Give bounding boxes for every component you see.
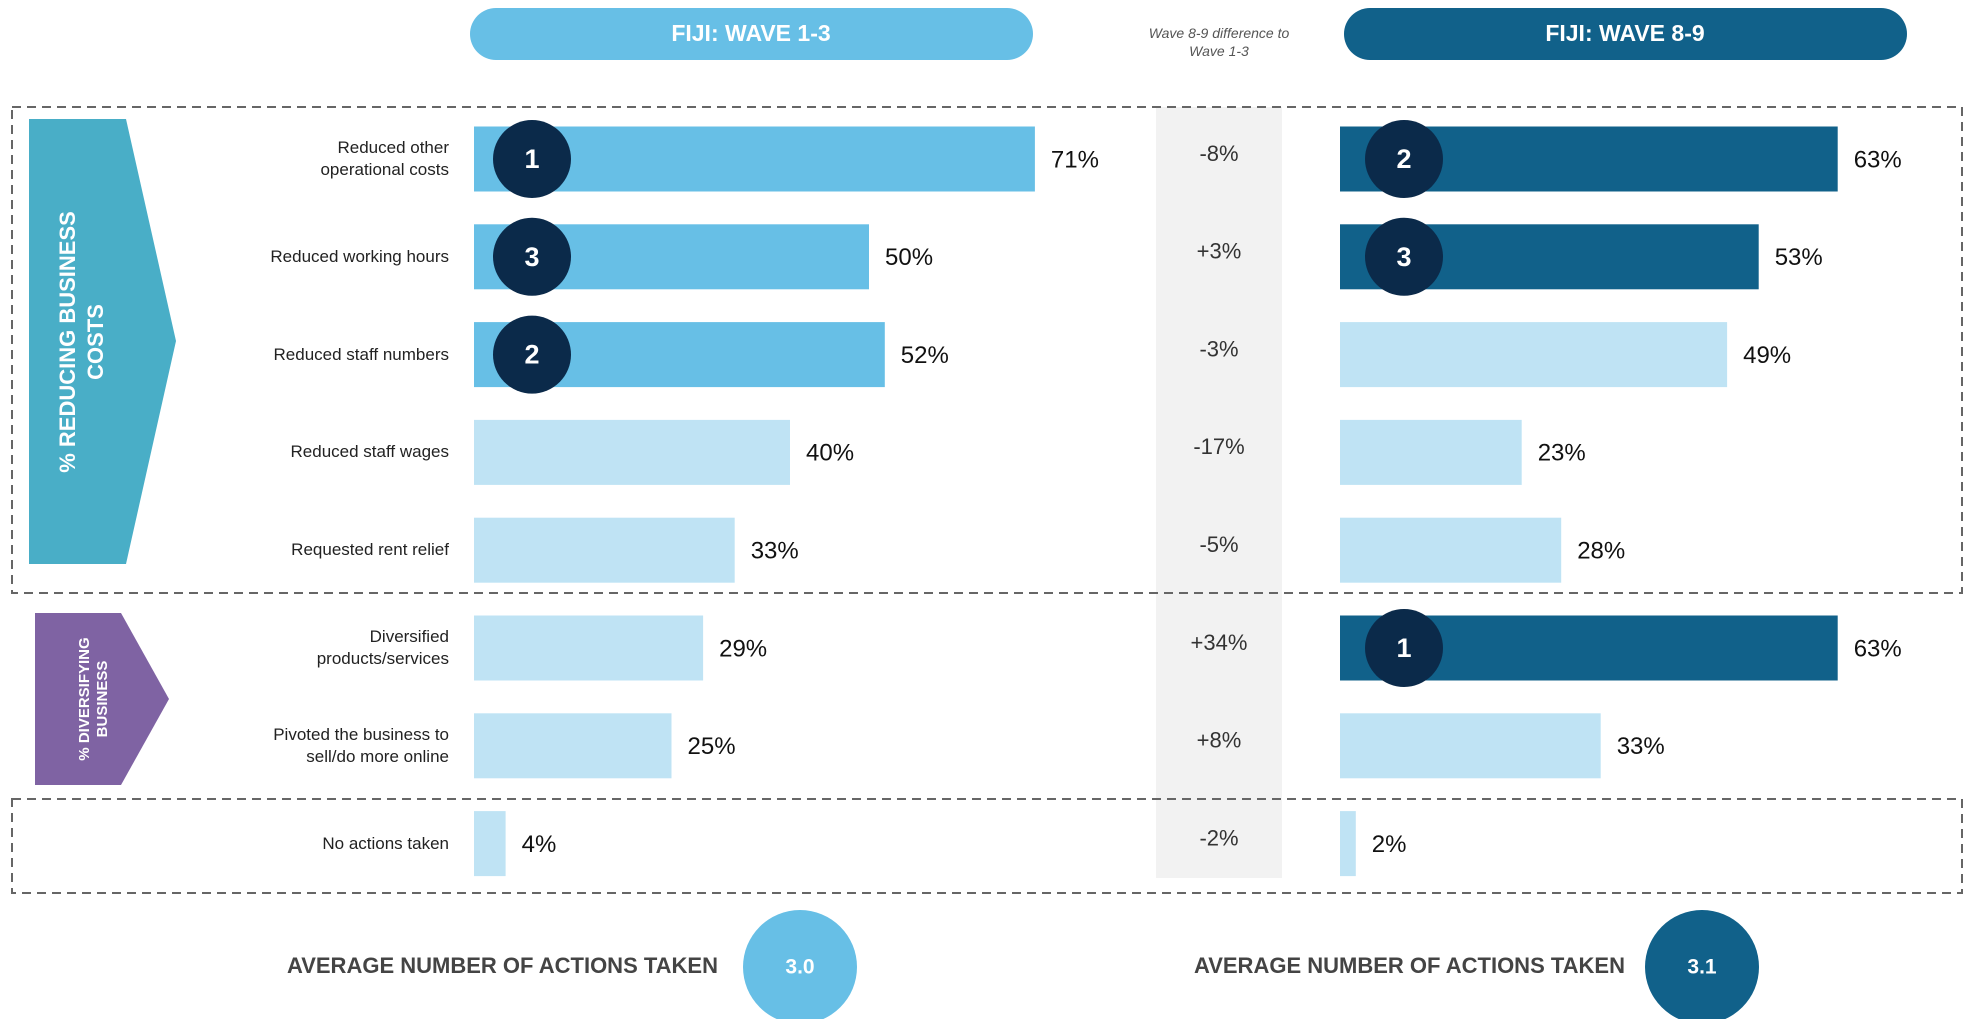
bar bbox=[474, 419, 790, 485]
bar bbox=[474, 615, 704, 681]
category-label: Reduced staff wages bbox=[290, 442, 449, 462]
bar bbox=[474, 811, 506, 877]
rank-label: 3 bbox=[524, 242, 539, 272]
rank-label: 1 bbox=[524, 144, 539, 174]
value-label: 49% bbox=[1743, 342, 1791, 369]
difference-label: +3% bbox=[1197, 239, 1242, 264]
rank-badge bbox=[1365, 217, 1443, 296]
value-label: 25% bbox=[688, 733, 736, 760]
difference-label: -3% bbox=[1199, 336, 1238, 361]
difference-label: -17% bbox=[1193, 434, 1244, 459]
difference-label: +34% bbox=[1191, 630, 1248, 655]
group-arrow bbox=[29, 119, 176, 564]
rank-label: 1 bbox=[1396, 633, 1411, 663]
value-label: 63% bbox=[1854, 635, 1902, 662]
group-box bbox=[11, 798, 1963, 894]
rank-label: 2 bbox=[1396, 144, 1411, 174]
bar bbox=[474, 713, 672, 779]
value-label: 33% bbox=[751, 538, 799, 565]
rank-badge bbox=[1365, 120, 1443, 198]
value-label: 29% bbox=[719, 635, 767, 662]
bar bbox=[1340, 713, 1601, 779]
rank-label: 2 bbox=[524, 340, 539, 370]
value-label: 52% bbox=[901, 342, 949, 369]
value-label: 2% bbox=[1372, 831, 1407, 858]
group-label: % DIVERSIFYING BUSINESS bbox=[76, 637, 111, 761]
category-label: Reduced working hours bbox=[270, 246, 449, 266]
category-label: Reduced staff numbers bbox=[273, 344, 449, 364]
panel-title: FIJI: WAVE 8-9 bbox=[1545, 20, 1704, 46]
value-label: 33% bbox=[1617, 733, 1665, 760]
value-label: 4% bbox=[522, 831, 557, 858]
value-label: 23% bbox=[1538, 440, 1586, 467]
value-label: 40% bbox=[806, 440, 854, 467]
header-pill bbox=[1344, 8, 1907, 60]
category-label: Diversified products/services bbox=[316, 627, 449, 668]
bar bbox=[1340, 517, 1562, 583]
difference-label: -2% bbox=[1199, 825, 1238, 850]
value-label: 63% bbox=[1854, 146, 1902, 173]
group-box bbox=[11, 106, 1963, 594]
average-value: 3.1 bbox=[1687, 956, 1717, 979]
category-label: Pivoted the business to sell/do more onl… bbox=[273, 724, 449, 766]
value-label: 53% bbox=[1775, 244, 1823, 271]
difference-title: Wave 8-9 difference to Wave 1-3 bbox=[1148, 25, 1290, 59]
value-label: 28% bbox=[1577, 538, 1625, 565]
difference-column bbox=[1156, 107, 1282, 878]
panel-title: FIJI: WAVE 1-3 bbox=[671, 20, 830, 46]
average-badge bbox=[1645, 910, 1759, 1019]
bar bbox=[1340, 322, 1728, 388]
rank-badge bbox=[493, 217, 571, 296]
difference-label: +8% bbox=[1197, 728, 1242, 753]
rank-label: 3 bbox=[1396, 242, 1411, 272]
value-label: 50% bbox=[885, 244, 933, 271]
bar bbox=[1340, 811, 1356, 877]
group-arrow bbox=[35, 613, 169, 785]
average-label: AVERAGE NUMBER OF ACTIONS TAKEN bbox=[1194, 953, 1625, 978]
rank-badge bbox=[1365, 609, 1443, 687]
category-label: Reduced other operational costs bbox=[320, 138, 449, 179]
category-label: Requested rent relief bbox=[291, 540, 449, 560]
value-label: 71% bbox=[1051, 146, 1099, 173]
average-label: AVERAGE NUMBER OF ACTIONS TAKEN bbox=[287, 953, 718, 978]
difference-label: -5% bbox=[1199, 532, 1238, 557]
difference-label: -8% bbox=[1199, 141, 1238, 166]
header-pill bbox=[470, 8, 1033, 60]
rank-badge bbox=[493, 120, 571, 198]
average-badge bbox=[743, 910, 857, 1019]
bar bbox=[1340, 419, 1522, 485]
category-label: No actions taken bbox=[322, 833, 449, 853]
rank-badge bbox=[493, 315, 571, 394]
bar bbox=[474, 517, 735, 583]
group-label: % REDUCING BUSINESS COSTS bbox=[55, 211, 108, 473]
average-value: 3.0 bbox=[785, 956, 814, 979]
